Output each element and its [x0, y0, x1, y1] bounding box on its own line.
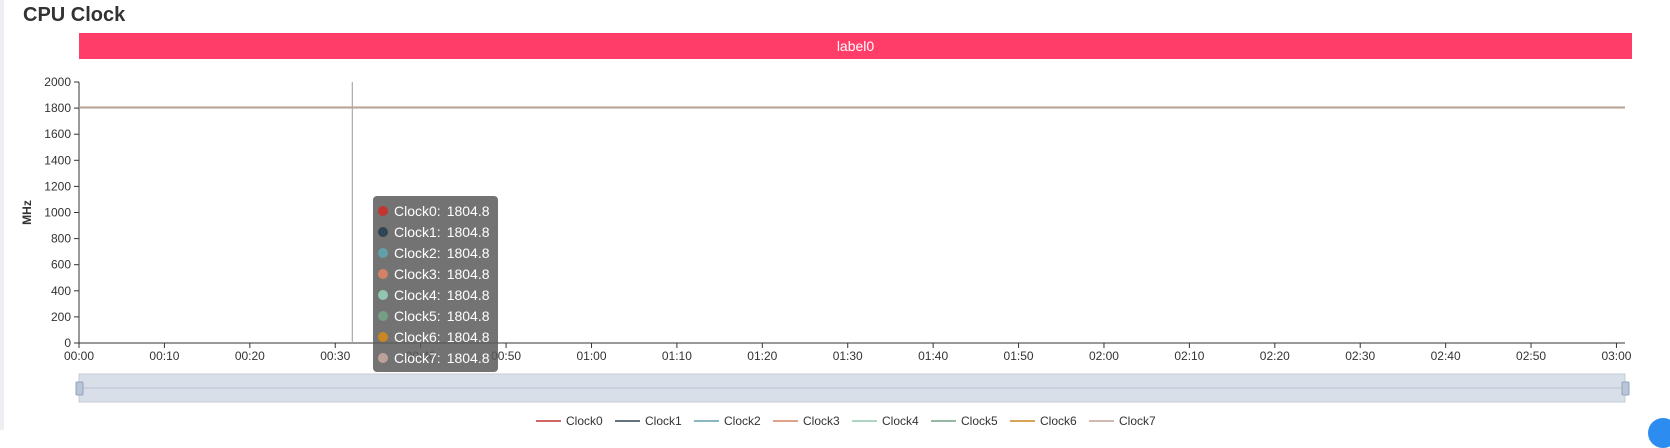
x-tick-label: 01:50: [1004, 349, 1034, 363]
y-tick-label: 1000: [44, 206, 71, 220]
y-tick-label: 200: [51, 310, 71, 324]
tooltip-series-name: Clock5:: [394, 307, 441, 324]
tooltip-series-value: 1804.8: [446, 265, 490, 282]
tooltip-series-value: 1804.8: [446, 307, 490, 324]
legend-item-clock7[interactable]: Clock7: [1119, 414, 1156, 428]
tooltip-row: Clock6: 1804.8: [373, 326, 498, 347]
x-tick-label: 00:30: [320, 349, 350, 363]
legend-item-clock4[interactable]: Clock4: [882, 414, 919, 428]
tooltip-series-value: 1804.8: [446, 202, 490, 219]
x-tick-label: 02:50: [1516, 349, 1546, 363]
x-tick-label: 01:30: [833, 349, 863, 363]
y-tick-label: 0: [64, 336, 71, 350]
tooltip-color-dot-icon: [378, 289, 388, 300]
chart-tooltip: Clock0: 1804.8 Clock1: 1804.8 Clock2: 1804.8 C…: [373, 196, 498, 372]
tooltip-row: Clock4: 1804.8: [373, 284, 498, 305]
x-tick-label: 02:20: [1260, 349, 1290, 363]
tooltip-series-name: Clock4:: [394, 286, 441, 303]
x-tick-label: 01:10: [662, 349, 692, 363]
x-tick-label: 02:00: [1089, 349, 1119, 363]
x-tick-label: 00:00: [64, 349, 94, 363]
tooltip-series-value: 1804.8: [446, 328, 490, 345]
y-tick-label: 1800: [44, 101, 71, 115]
x-tick-label: 01:20: [747, 349, 777, 363]
tooltip-row: Clock1: 1804.8: [373, 221, 498, 242]
data-zoom-handle-left[interactable]: [75, 381, 84, 396]
x-tick-label: 01:00: [576, 349, 606, 363]
tooltip-series-name: Clock1:: [394, 223, 441, 240]
tooltip-color-dot-icon: [378, 331, 388, 342]
legend-item-clock5[interactable]: Clock5: [961, 414, 998, 428]
tooltip-color-dot-icon: [378, 352, 388, 363]
tooltip-series-name: Clock6:: [394, 328, 441, 345]
y-tick-label: 1200: [44, 179, 71, 193]
tooltip-color-dot-icon: [378, 268, 388, 279]
data-zoom-handle-right[interactable]: [1621, 381, 1630, 396]
tooltip-series-name: Clock0:: [394, 202, 441, 219]
page-left-border: [0, 0, 4, 430]
page-title: CPU Clock: [23, 4, 126, 26]
y-tick-label: 1600: [44, 127, 71, 141]
tooltip-row: Clock0: 1804.8: [373, 200, 498, 221]
cpu-clock-chart: 0 200 400 600 800 1000 1200 1400 1600 1800 2000 MHz…: [20, 75, 1632, 428]
legend-item-clock1[interactable]: Clock1: [645, 414, 682, 428]
y-axis-label: MHz: [20, 200, 34, 225]
tooltip-series-value: 1804.8: [446, 286, 490, 303]
x-tick-label: 00:50: [491, 349, 521, 363]
y-tick-label: 2000: [44, 75, 71, 89]
y-tick-label: 800: [51, 232, 71, 246]
tooltip-color-dot-icon: [378, 226, 388, 237]
tooltip-series-value: 1804.8: [446, 244, 490, 261]
y-tick-label: 600: [51, 258, 71, 272]
tooltip-row: Clock2: 1804.8: [373, 242, 498, 263]
y-tick-label: 400: [51, 284, 71, 298]
label-banner[interactable]: label0: [79, 33, 1632, 59]
legend-item-clock2[interactable]: Clock2: [724, 414, 761, 428]
tooltip-color-dot-icon: [378, 310, 388, 321]
legend-item-clock0[interactable]: Clock0: [566, 414, 603, 428]
x-tick-label: 03:00: [1601, 349, 1631, 363]
help-button[interactable]: [1648, 418, 1670, 448]
x-tick-label: 02:30: [1345, 349, 1375, 363]
tooltip-row: Clock7: 1804.8: [373, 347, 498, 368]
tooltip-color-dot-icon: [378, 247, 388, 258]
tooltip-row: Clock5: 1804.8: [373, 305, 498, 326]
legend-item-clock6[interactable]: Clock6: [1040, 414, 1077, 428]
tooltip-series-value: 1804.8: [446, 349, 490, 366]
x-tick-label: 00:20: [235, 349, 265, 363]
y-tick-label: 1400: [44, 153, 71, 167]
legend-item-clock3[interactable]: Clock3: [803, 414, 840, 428]
x-tick-label: 02:10: [1174, 349, 1204, 363]
tooltip-series-value: 1804.8: [446, 223, 490, 240]
x-tick-label: 00:10: [149, 349, 179, 363]
tooltip-row: Clock3: 1804.8: [373, 263, 498, 284]
tooltip-color-dot-icon: [378, 205, 388, 216]
tooltip-series-name: Clock7:: [394, 349, 441, 366]
x-tick-label: 01:40: [918, 349, 948, 363]
x-tick-label: 02:40: [1431, 349, 1461, 363]
tooltip-series-name: Clock3:: [394, 265, 441, 282]
tooltip-series-name: Clock2:: [394, 244, 441, 261]
